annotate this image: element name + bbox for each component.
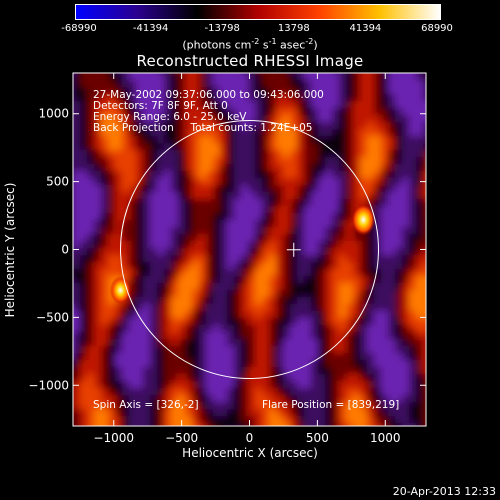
colorbar-tick-label: -13798: [204, 23, 240, 34]
info-method-counts: Back Projection Total counts: 1.24E+05: [93, 122, 312, 134]
y-tick-label: 500: [46, 175, 69, 189]
footer-timestamp: 20-Apr-2013 12:33: [392, 485, 496, 498]
heatmap-image: [73, 73, 426, 426]
info-energy-range: Energy Range: 6.0 - 25.0 keV: [93, 111, 247, 123]
x-tick-label: 0: [246, 431, 254, 445]
solar-limb-circle: [120, 120, 379, 379]
info-time-range: 27-May-2002 09:37:06.000 to 09:43:06.000: [93, 89, 324, 101]
colorbar-tick-label: 41394: [349, 23, 382, 34]
y-tick-label: −1000: [28, 378, 69, 392]
chart-title: Reconstructed RHESSI Image: [136, 52, 364, 70]
spin-axis-label: Spin Axis = [326,-2]: [93, 399, 199, 411]
y-tick-label: 1000: [38, 107, 69, 121]
flare-position-label: Flare Position = [839,219]: [262, 399, 399, 411]
flare-source-bright-spot: [351, 203, 376, 236]
colorbar-tick-label: 13798: [277, 23, 310, 34]
y-tick-label: −500: [36, 310, 69, 324]
colorbar: [75, 4, 441, 20]
x-tick-label: 1000: [370, 431, 401, 445]
colorbar-units: (photons cm-2 s-1 asec-2): [182, 37, 318, 52]
colorbar-tick-label: 68990: [421, 23, 453, 34]
x-axis-label: Heliocentric X (arcsec): [182, 446, 318, 460]
y-axis-label: Heliocentric Y (arcsec): [3, 183, 17, 318]
x-tick-label: −500: [165, 431, 198, 445]
colorbar-tick-label: -41394: [132, 23, 169, 34]
colorbar-tick-label: -68990: [61, 23, 97, 34]
y-tick-label: 0: [61, 243, 69, 257]
secondary-bright-spot: [110, 276, 132, 305]
x-tick-label: 500: [306, 431, 329, 445]
x-tick-label: −1000: [93, 431, 134, 445]
info-detectors: Detectors: 7F 8F 9F, Att 0: [93, 100, 228, 112]
